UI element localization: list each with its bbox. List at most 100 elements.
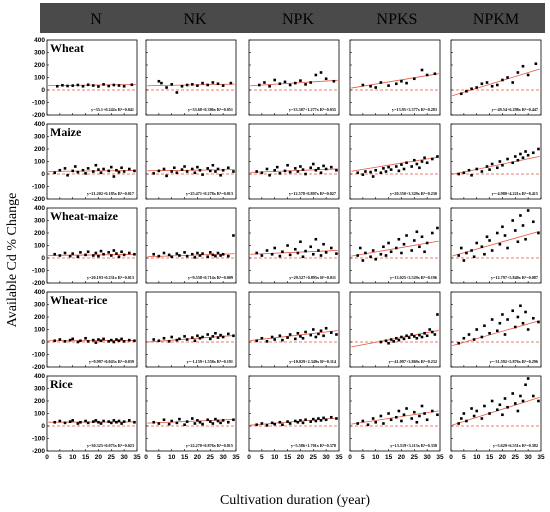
data-point (324, 167, 328, 171)
y-tick-label: -200 (32, 196, 45, 203)
data-point (324, 326, 328, 330)
panel-frame (450, 39, 542, 116)
data-point (311, 328, 315, 331)
data-point (162, 251, 166, 255)
data-point (495, 231, 499, 235)
data-point (322, 242, 325, 246)
y-tick-label: 400 (34, 373, 45, 380)
panel-frame (46, 291, 138, 368)
data-point (117, 339, 121, 343)
data-point (436, 155, 439, 158)
data-point (160, 81, 163, 85)
data-point (519, 152, 522, 156)
regression-equation: y=12.578+0.807x R²=0.027 (289, 191, 336, 196)
data-point (76, 422, 80, 425)
x-tick-label: 20 (297, 454, 305, 461)
data-point (309, 166, 313, 170)
data-point (389, 418, 393, 422)
x-tick-label: 0 (144, 454, 148, 461)
data-point (211, 253, 215, 257)
data-point (490, 249, 494, 252)
data-point (436, 413, 439, 417)
data-point (286, 244, 289, 247)
data-point (127, 338, 131, 342)
data-point (152, 172, 156, 175)
x-tick-label: 10 (168, 454, 176, 461)
data-point (270, 421, 274, 425)
x-tick-label: 25 (310, 454, 318, 461)
panel-rice-npks: 0 5 10 15 20 25 30 35 y=13.519+3.113x R²=0.338 (348, 375, 444, 461)
data-point (170, 83, 174, 86)
data-point (180, 84, 184, 88)
data-point (329, 246, 333, 250)
regression-equation: y=-4.980+4.221x R²=0.415 (492, 191, 538, 196)
regression-equation: y=25.471+0.278x R²=0.013 (186, 191, 233, 196)
data-point (534, 62, 538, 66)
data-point (382, 422, 385, 425)
data-point (314, 168, 318, 172)
regression-equation: y=29.527+0.895x R²=0.011 (289, 275, 336, 280)
panel-maize-npkm: y=-4.980+4.221x R²=0.415 (450, 123, 542, 200)
regression-equation: y=3.629+6.551x R²=0.382 (493, 443, 538, 448)
data-point (190, 167, 194, 171)
data-point (405, 81, 408, 85)
data-point (286, 163, 289, 167)
data-point (219, 421, 222, 425)
data-point (296, 331, 300, 335)
panel-frame (450, 123, 542, 200)
treatment-header-npks: NPKS (377, 11, 418, 28)
data-point (115, 168, 118, 172)
y-tick-label: 300 (34, 50, 45, 57)
data-point (356, 171, 360, 175)
data-point (361, 83, 365, 87)
data-point (260, 254, 264, 257)
data-point (299, 335, 302, 338)
data-point (319, 171, 323, 175)
x-tick-label: 25 (207, 454, 215, 461)
regression-equation: y=-1.159+1.558x R²=0.191 (187, 359, 233, 364)
data-point (490, 84, 494, 88)
data-point (501, 413, 504, 417)
data-point (485, 235, 489, 239)
data-point (122, 253, 126, 257)
data-point (430, 231, 434, 235)
data-point (506, 76, 509, 79)
data-point (480, 245, 484, 249)
data-point (371, 417, 375, 420)
data-point (193, 339, 197, 343)
data-point (322, 416, 325, 420)
data-point (278, 254, 282, 258)
data-point (387, 241, 390, 245)
data-point (374, 168, 378, 172)
data-point (402, 337, 406, 341)
data-point (193, 171, 197, 175)
data-point (109, 338, 113, 342)
y-tick-label: 200 (34, 314, 45, 321)
data-point (107, 84, 111, 88)
data-point (278, 82, 282, 86)
data-point (165, 174, 168, 178)
data-point (392, 340, 396, 343)
data-point (273, 168, 277, 172)
x-tick-label: 5 (462, 454, 466, 461)
data-point (384, 339, 388, 343)
data-point (255, 339, 259, 343)
y-tick-label: 300 (34, 386, 45, 393)
data-point (268, 173, 271, 177)
data-point (66, 173, 69, 177)
data-point (122, 340, 126, 343)
data-point (402, 167, 406, 171)
regression-line (452, 320, 540, 346)
data-point (519, 394, 522, 398)
data-point (394, 336, 398, 340)
data-point (314, 335, 318, 339)
y-tick-label: 300 (34, 134, 45, 141)
data-point (94, 419, 98, 422)
panel-frame (46, 39, 138, 116)
data-point (423, 156, 426, 160)
data-point (53, 420, 57, 424)
data-point (73, 165, 77, 168)
data-point (288, 170, 292, 174)
data-point (301, 255, 305, 259)
data-point (107, 251, 111, 254)
